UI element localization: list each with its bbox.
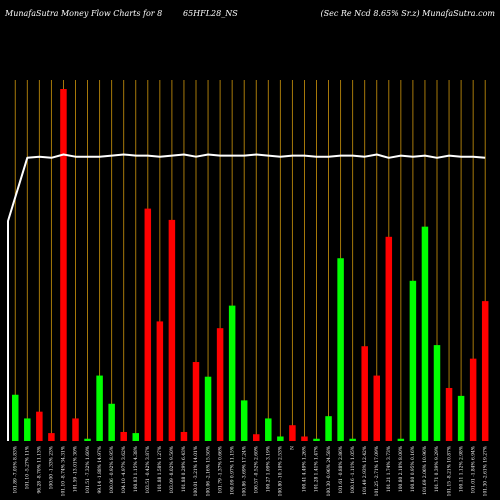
x-tick-label: 100.80 0.95% 0.16% <box>411 446 416 492</box>
x-tick-labels: 101.89 -7.05% 8.83% 101.10 -5.27% 11% 96.2… <box>13 446 488 496</box>
bar <box>313 438 320 441</box>
x-tick-label: 100.86 -3.69% 17.24% <box>242 446 247 496</box>
bars <box>12 89 489 442</box>
bar <box>36 411 43 441</box>
x-tick-label: 100.11 1.12% 2.98% <box>459 446 464 492</box>
x-tick-label: 101.28 1.41% 1.47% <box>315 446 320 492</box>
bar <box>325 416 332 441</box>
bar <box>240 400 248 441</box>
bar <box>301 436 308 441</box>
x-tick-label: 104.10 -4.97% 3.62% <box>122 446 127 494</box>
chart-title: MunafaSutra Money Flow Charts for 8 <box>4 9 162 18</box>
bar <box>204 376 212 441</box>
bar <box>409 280 417 441</box>
x-tick-label: 101.15 -8.21% 10.87% <box>447 446 452 496</box>
x-tick-label: 101.69 2.06% 10.96% <box>423 446 428 495</box>
x-tick-label: 100.30 -0.96% 24.58% <box>327 446 332 496</box>
chart-ticker: 65HFL28_NS <box>183 9 238 18</box>
bar <box>397 438 405 441</box>
bar <box>469 358 477 441</box>
bar <box>277 436 284 441</box>
x-tick-label: 100.27 1.09% 3.19% <box>267 446 272 492</box>
x-tick-label: 103.09 -8.02% 9.50% <box>170 446 175 494</box>
bar <box>24 418 31 441</box>
x-tick-label: 101.88 1.58% 1.27% <box>158 446 163 492</box>
x-tick-label: 100.80 2.18% 8.00% <box>399 446 404 492</box>
bar <box>481 301 489 441</box>
x-tick-label: 101.79 -1.37% 0.66% <box>218 446 223 494</box>
bar <box>48 433 55 441</box>
x-tick-label: 101.61 -0.88% 2.86% <box>339 446 344 494</box>
x-tick-label: 103.51 -0.42% 3.87% <box>146 446 151 494</box>
x-tick-label: 101.25 -2.71% 17.09% <box>375 446 380 496</box>
bar <box>385 236 393 441</box>
x-tick-label: 100.09 0.97% 11.15% <box>230 446 235 495</box>
bar <box>361 346 368 441</box>
chart-subtitle: (Sec Re Ncd 8.65% Sr.z) MunafaSutra.com <box>321 9 496 18</box>
bar <box>168 219 176 441</box>
price-line <box>7 153 486 441</box>
x-tick-label: 100.57 -0.52% 2.60% <box>254 446 259 494</box>
bar <box>349 438 356 441</box>
x-tick-label: N <box>291 446 296 450</box>
x-tick-label: 100.00 -1.33% 23% <box>50 446 55 489</box>
bar <box>156 321 164 441</box>
bar <box>253 434 260 441</box>
x-tick-label: 101.30 -2.61% 19.27% <box>483 446 488 496</box>
x-tick-label: 96.28 -8.70% 11.13% <box>38 446 43 494</box>
bar <box>120 431 127 441</box>
bar <box>337 258 344 441</box>
x-tick-label: 101.49 2.93% 12.42% <box>363 446 368 495</box>
x-tick-label: 101.59 -13.01% 30% <box>74 446 79 492</box>
x-tick-label: 100.83 1.15% 4.38% <box>134 446 139 492</box>
x-tick-label: 100.06 -0.92% 8.95% <box>110 446 115 494</box>
x-tick-label: 100.01 -3.21% 14.01% <box>194 446 199 496</box>
x-tick-label: 101.88 0.29% 6.43% <box>182 446 187 492</box>
bar <box>457 395 465 441</box>
bar <box>12 394 19 441</box>
x-tick-label: 101.71 0.39% 9.29% <box>435 446 440 492</box>
bar <box>84 438 91 441</box>
bar <box>216 328 224 441</box>
x-tick-label: 100.16 -1.11% 1.05% <box>351 446 356 494</box>
bar <box>108 403 115 441</box>
x-tick-label: 101.89 -7.05% 8.83% <box>13 446 18 494</box>
x-tick-label: 101.10 -8.74% 34.31% <box>62 446 67 496</box>
bar <box>445 387 453 441</box>
bar <box>265 418 272 441</box>
bar <box>144 208 152 441</box>
x-tick-label: 101.21 1.74% 3.73% <box>387 446 392 492</box>
bar <box>96 375 103 441</box>
price-line-path <box>7 153 486 441</box>
x-tick-label: 101.51 -7.32% 1.60% <box>86 446 91 494</box>
x-tick-label: 100.06 -2.16% 15.50% <box>206 446 211 496</box>
bar <box>228 305 236 441</box>
bar <box>60 89 67 442</box>
x-tick-label: 100.41 4.49% 1.26% <box>303 446 308 492</box>
x-tick-label: 99.14 -1.88% 14.97% <box>98 446 103 494</box>
bar <box>180 431 188 441</box>
bar <box>72 418 79 441</box>
bar <box>373 375 380 441</box>
x-tick-label: 101.01 -1.84% 6.94% <box>471 446 476 494</box>
bar <box>192 362 200 441</box>
x-tick-label: 100.80 -10.10% 2.53% <box>279 446 284 496</box>
bar <box>132 433 139 441</box>
bar <box>289 425 296 441</box>
x-tick-label: 101.10 -5.27% 11% <box>26 446 31 489</box>
bar <box>421 226 429 441</box>
bar <box>433 345 441 441</box>
